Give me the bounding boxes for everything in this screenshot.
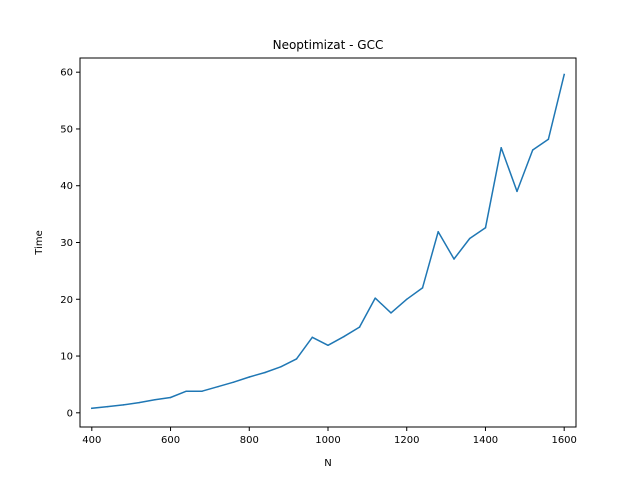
data-point <box>248 376 251 378</box>
data-point <box>390 312 392 314</box>
data-point <box>264 371 266 374</box>
y-axis-label: Time <box>34 230 45 255</box>
data-point <box>91 407 93 410</box>
data-point <box>342 335 345 338</box>
data-point <box>311 336 314 339</box>
data-point <box>217 385 219 388</box>
y-tick-label: 0 <box>67 408 73 419</box>
y-tick-label: 10 <box>60 352 73 363</box>
data-point <box>201 390 203 392</box>
data-point <box>154 399 156 401</box>
data-point <box>468 237 471 240</box>
x-tick-label: 1400 <box>473 435 498 446</box>
data-point <box>327 344 329 347</box>
y-tick-label: 40 <box>60 181 73 192</box>
data-point <box>122 404 125 406</box>
y-tick-label: 60 <box>60 68 73 79</box>
data-point <box>280 366 282 368</box>
plot-frame <box>79 57 577 428</box>
data-point <box>516 190 518 193</box>
data-point <box>405 298 408 301</box>
data-point <box>453 258 455 260</box>
y-tick-label: 50 <box>60 124 73 135</box>
data-point <box>295 358 298 360</box>
data-point <box>106 405 109 408</box>
chart-title: Neoptimizat - GCC <box>273 38 384 52</box>
data-point <box>358 326 361 328</box>
y-tick-label: 30 <box>60 238 73 249</box>
data-point <box>169 396 172 399</box>
x-tick-label: 1200 <box>394 435 419 446</box>
plot-area: 400 600 800 1000 1200 1400 1600 0 10 20 30 40 50 60 <box>60 68 577 446</box>
data-point <box>232 381 235 383</box>
data-point <box>374 297 376 299</box>
x-tick-label: 400 <box>82 435 101 446</box>
y-tick-label: 20 <box>60 295 73 306</box>
x-tick-label: 1600 <box>551 435 576 446</box>
data-point <box>421 287 424 289</box>
data-point <box>563 73 565 76</box>
data-point <box>437 230 439 233</box>
data-point <box>547 138 550 140</box>
x-tick-label: 800 <box>240 435 259 446</box>
data-point <box>531 149 534 151</box>
data-point <box>500 146 502 149</box>
data-point <box>185 390 188 392</box>
data-point <box>484 226 487 229</box>
data-point <box>138 401 140 404</box>
x-tick-label: 1000 <box>315 435 340 446</box>
x-axis-label: N <box>324 458 331 469</box>
x-tick-label: 600 <box>161 435 180 446</box>
